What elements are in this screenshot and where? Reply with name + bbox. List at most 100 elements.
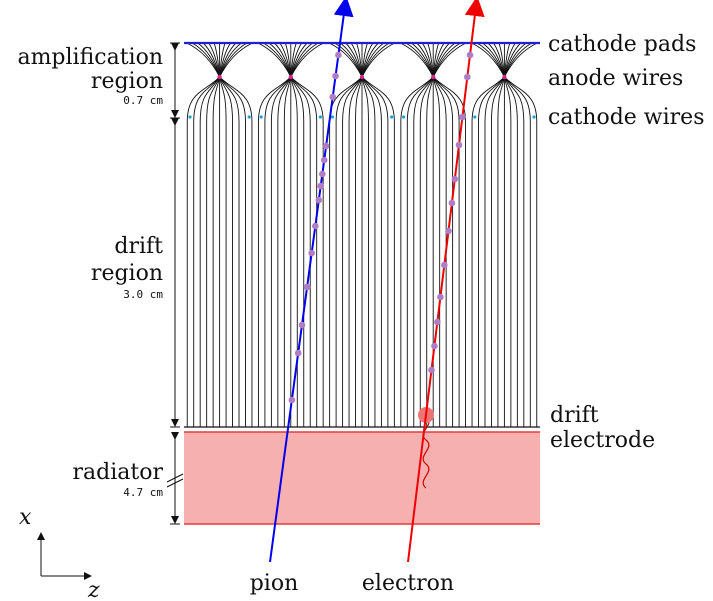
field-line (478, 76, 505, 427)
label-amplification-2: region (91, 69, 163, 94)
label-axis-z: z (87, 578, 100, 601)
ionization-cluster (308, 249, 315, 257)
field-line (329, 76, 363, 427)
anode-wire (288, 74, 293, 80)
field-line (290, 76, 318, 427)
field-line (432, 42, 467, 78)
label-amplification-size: 0.7 cm (123, 94, 163, 107)
radiator-break-mark-2 (166, 478, 184, 488)
field-line (277, 76, 292, 427)
label-amplification-1: amplification (17, 45, 163, 70)
field-line (432, 76, 454, 427)
field-line (504, 76, 531, 427)
ionization-cluster (455, 141, 463, 149)
label-radiator-size: 4.7 cm (123, 486, 163, 499)
field-line (503, 42, 538, 78)
field-line (290, 76, 311, 427)
label-electron: electron (362, 571, 454, 596)
label-drift-2: region (91, 261, 163, 286)
field-line (413, 76, 434, 427)
field-line (257, 76, 292, 427)
label-drift-size: 3.0 cm (123, 288, 163, 301)
field-line (361, 76, 389, 427)
ionization-cluster (445, 227, 452, 235)
field-line (504, 76, 525, 427)
cathode-wire (188, 115, 192, 119)
field-line (361, 42, 396, 78)
field-line (270, 76, 292, 427)
field-line (355, 76, 363, 427)
field-line (361, 76, 395, 427)
field-line (206, 76, 221, 427)
ionization-cluster (441, 261, 448, 269)
field-line (199, 76, 220, 427)
ionization-cluster (294, 349, 302, 357)
field-line (497, 76, 505, 427)
field-line (335, 76, 363, 427)
field-line (290, 42, 324, 78)
field-line (186, 76, 220, 427)
field-line (290, 76, 305, 427)
cathode-wire (390, 115, 394, 119)
field-line (219, 76, 240, 427)
cathode-wire (402, 115, 406, 119)
anode-wire (502, 74, 507, 80)
field-line (503, 76, 512, 427)
label-anode-wires: anode wires (548, 66, 683, 91)
ionization-cluster (329, 93, 337, 101)
ionization-cluster (466, 51, 474, 59)
ionization-cluster (303, 283, 311, 291)
radiator-break-mark-1 (166, 473, 184, 483)
ionization-cluster (312, 222, 319, 230)
field-line (219, 76, 227, 427)
label-drift-electrode-1: drift (550, 403, 599, 428)
ionization-cluster (317, 182, 325, 190)
field-lines (186, 42, 538, 427)
ionization-clusters (288, 51, 474, 404)
cathode-wire (330, 115, 334, 119)
field-line (432, 76, 460, 427)
ionization-cluster (288, 396, 296, 404)
label-radiator: radiator (73, 460, 164, 485)
field-line (342, 76, 363, 427)
field-line (400, 76, 434, 427)
anode-wire (431, 74, 436, 80)
field-line (361, 76, 382, 427)
ionization-cluster (320, 156, 328, 164)
label-pion: pion (250, 571, 299, 596)
ionization-cluster (459, 113, 466, 121)
ionization-cluster (431, 342, 438, 350)
field-line (283, 76, 292, 427)
cathode-wire (532, 115, 536, 119)
ionization-cluster (335, 51, 342, 59)
ionization-cluster (332, 72, 339, 80)
field-line (219, 42, 253, 78)
ionization-cluster (464, 73, 471, 81)
field-line (504, 76, 538, 427)
tr-photon-wiggle (422, 417, 430, 489)
field-line (212, 76, 221, 427)
ionization-cluster (322, 142, 330, 150)
field-line (426, 76, 434, 427)
cathode-wire (247, 115, 251, 119)
field-line (432, 76, 441, 427)
ionization-cluster (315, 196, 323, 204)
cathode-wire (473, 115, 477, 119)
field-line (484, 76, 505, 427)
ionization-cluster (319, 170, 326, 178)
ionization-cluster (437, 293, 444, 301)
field-line (503, 76, 518, 427)
field-line (432, 76, 467, 427)
anode-wire (359, 74, 365, 80)
field-line (193, 76, 220, 427)
label-cathode-pads: cathode pads (548, 32, 696, 57)
field-line (219, 76, 246, 427)
cathode-wire (259, 115, 263, 119)
ionization-cluster (448, 199, 456, 207)
field-line (264, 76, 292, 427)
field-line (471, 76, 505, 427)
field-line (406, 76, 434, 427)
field-line (432, 76, 447, 427)
field-line (419, 76, 434, 427)
